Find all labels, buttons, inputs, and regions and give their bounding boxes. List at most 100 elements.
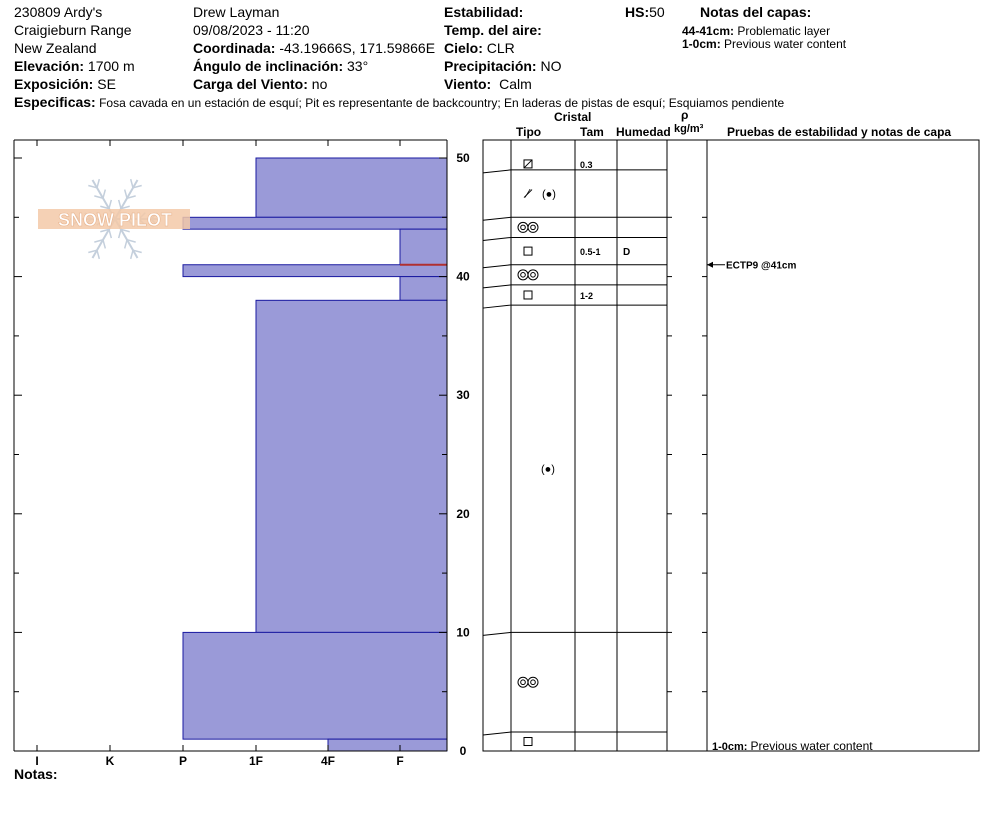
layer-note-1-text: Problematic layer xyxy=(737,24,831,38)
col-size: Tam xyxy=(580,125,604,139)
col-tests: Pruebas de estabilidad y notas de capa xyxy=(727,125,952,139)
rounded-a-2 xyxy=(517,221,529,233)
row-connector-4 xyxy=(482,284,512,289)
col-moisture: Humedad xyxy=(616,125,671,139)
depth-label-30: 30 xyxy=(456,388,470,402)
test-arrow-head-0 xyxy=(707,261,713,268)
decomposing-symbol-0 xyxy=(523,159,533,169)
depth-axis: 0 10 20 30 40 50 xyxy=(14,140,470,758)
layer-note-2-range: 1-0cm: xyxy=(682,37,721,51)
snowflake-branch-4-2-0 xyxy=(94,195,104,199)
col-crystal: Cristal xyxy=(554,110,592,124)
snowflake-branch-5-2-1 xyxy=(126,195,136,199)
rounded-a-in-4 xyxy=(520,272,526,278)
pit-name: 230809 Ardy's xyxy=(14,4,103,20)
snowflake-branch-1-1-1 xyxy=(117,229,122,239)
faceted-symbol-8 xyxy=(523,737,533,747)
hs: HS:50 xyxy=(625,5,665,19)
snowflake-branch-4-3-1 xyxy=(96,178,101,189)
snowflake-branch-5-1-1 xyxy=(120,205,130,210)
decomposing-slash-0 xyxy=(523,159,533,169)
coord-label: Coordinada: xyxy=(193,40,276,56)
observer: Drew Layman xyxy=(193,4,280,20)
depth-label-40: 40 xyxy=(456,270,470,284)
snowflake-branch-2-1-0 xyxy=(108,229,113,239)
bottom-note-text: Previous water content xyxy=(751,739,874,753)
depth-label-50: 50 xyxy=(456,151,470,165)
decomp-line-1 xyxy=(523,189,533,198)
datetime: 09/08/2023 - 11:20 xyxy=(193,22,310,38)
rounded-b-in-2 xyxy=(530,224,536,231)
layer-notes-title: Notas del capas: xyxy=(700,4,812,20)
snowflake-branch-2-1-1 xyxy=(100,228,110,233)
hardness-tick-label-P: P xyxy=(179,754,187,768)
depth-label-0: 0 xyxy=(460,744,467,758)
layer-note-1-range: 44-41cm: xyxy=(682,24,735,38)
depth-label-10: 10 xyxy=(456,625,470,639)
hardness-bar-6 xyxy=(182,631,448,740)
slope: Ángulo de inclinación: 33° xyxy=(193,59,368,73)
rounded-b-4 xyxy=(527,269,539,281)
grain-size-0: 0.3 xyxy=(580,160,593,170)
snowflake-branch-1-3-0 xyxy=(132,249,142,254)
slope-label: Ángulo de inclinación: xyxy=(193,58,344,74)
aspect-label: Exposición: xyxy=(14,76,94,92)
snowflake-branch-5-3-1 xyxy=(132,184,142,189)
snowflake-branch-5-1-0 xyxy=(117,199,122,209)
slope-value: 33° xyxy=(347,58,369,74)
precipitation: Precipitación: NO xyxy=(444,59,561,73)
rounded-a-4 xyxy=(517,269,529,281)
coordinates: Coordinada: -43.19666S, 171.59866E xyxy=(193,41,435,55)
wind: Viento: Calm xyxy=(444,77,532,91)
elevation-value: 1700 m xyxy=(87,58,135,74)
snowflake-branch-1-2-0 xyxy=(126,239,136,243)
hardness-bar-2 xyxy=(399,228,448,266)
hardness-bar-4 xyxy=(399,276,448,301)
snowflake-branch-4-3-0 xyxy=(88,184,98,189)
specifics-value: Fosa cavada en un estación de esquí; Pit… xyxy=(99,96,785,110)
rounded-b-in-7 xyxy=(530,679,536,686)
wind-load: Carga del Viento: no xyxy=(193,77,327,91)
snowflake-branch-2-3-0 xyxy=(96,249,101,260)
depth-label-20: 20 xyxy=(456,507,470,521)
precip-value: NO xyxy=(540,58,562,74)
col-type: Tipo xyxy=(516,125,542,139)
table-outline xyxy=(482,139,980,752)
hardness-tick-label-1F: 1F xyxy=(249,754,263,768)
snowflake-branch-4-1-1 xyxy=(108,199,113,209)
notes-label: Notas: xyxy=(14,766,58,782)
hardness-frame xyxy=(13,139,447,752)
specifics: Especificas: Fosa cavada en un estación … xyxy=(14,95,784,109)
hs-label: HS: xyxy=(625,4,650,20)
snowflake-branch-1-2-1 xyxy=(123,239,128,249)
bottom-layer-note: 1-0cm: Previous water content xyxy=(712,739,873,753)
col-rho: ρ xyxy=(681,108,689,122)
layer-note-1: 44-41cm: Problematic layer xyxy=(682,25,830,37)
rounded-b-7 xyxy=(527,676,539,688)
bottom-note-range: 1-0cm: xyxy=(712,741,751,753)
faceted-symbol-5 xyxy=(523,290,533,300)
hardness-bar-1 xyxy=(182,216,448,230)
row-connector-3 xyxy=(482,264,512,269)
sky-label: Cielo: xyxy=(444,40,483,56)
grain-size-5: 1-2 xyxy=(580,291,593,301)
row-connector-7 xyxy=(482,731,512,736)
sky-value: CLR xyxy=(486,40,515,56)
layer-note-2-text: Previous water content xyxy=(724,37,847,51)
snowflake-branch-5-3-0 xyxy=(129,178,134,189)
test-label-0: ECTP9 @41cm xyxy=(726,261,796,272)
hardness-tick-label-I: I xyxy=(35,754,38,768)
elevation-label: Elevación: xyxy=(14,58,85,74)
hardness-bar-5 xyxy=(255,299,448,633)
snowflake-branch-4-1-0 xyxy=(100,205,110,210)
stability-label: Estabilidad: xyxy=(444,4,524,20)
precip-symbol-6: (●) xyxy=(541,464,555,476)
grain-size-3: 0.5-1 xyxy=(580,247,601,257)
rounded-b-in-4 xyxy=(530,272,536,278)
sky: Cielo: CLR xyxy=(444,41,517,55)
snowpilot-watermark: SNOW PILOT xyxy=(38,178,190,260)
grain-table: 0.3⁄(●)0.5-1D1-2(●) xyxy=(482,139,980,752)
tests-column: ECTP9 @41cm 1-0cm: Previous water content xyxy=(707,261,873,753)
wind-load-value: no xyxy=(311,76,328,92)
watermark-band xyxy=(38,209,190,229)
